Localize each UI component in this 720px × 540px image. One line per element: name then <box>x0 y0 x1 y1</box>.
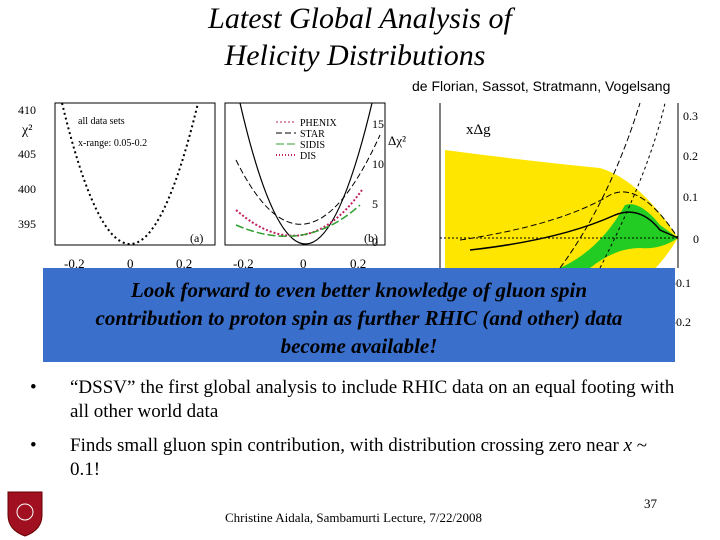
callout: Look forward to even better knowledge of… <box>43 276 675 360</box>
tick: 10 <box>372 157 384 171</box>
page-number: 37 <box>644 496 657 511</box>
tick: 0.2 <box>683 149 698 163</box>
curve <box>599 102 666 269</box>
tick: 15 <box>372 117 384 131</box>
axis-label: χ² <box>21 123 32 138</box>
tick: 400 <box>18 182 36 196</box>
frame <box>224 102 386 246</box>
callout-box <box>43 268 675 362</box>
callout-line: contribution to proton spin as further R… <box>95 306 623 330</box>
tick: 405 <box>18 147 36 161</box>
tick: 0 <box>300 256 307 271</box>
bullet: • “DSSV” the first global analysis to inc… <box>30 377 675 422</box>
legend: PHENIX <box>300 118 337 129</box>
tick: 0.2 <box>350 256 366 271</box>
curve <box>61 102 199 245</box>
tick: 0 <box>127 256 134 271</box>
curve <box>235 134 381 225</box>
title: Latest Global Analysis of Helicity Distri… <box>0 0 720 74</box>
band <box>445 150 678 292</box>
tag: (b) <box>364 231 378 245</box>
bullet-text: ~ 0.1! <box>70 435 648 480</box>
tick: 0 <box>372 235 378 249</box>
bullet-text: “DSSV” the first global analysis to incl… <box>70 377 675 422</box>
logo <box>7 491 43 537</box>
axis-label: xΔg <box>466 122 491 138</box>
curve <box>239 102 373 245</box>
frame <box>54 102 216 246</box>
note: all data sets <box>78 116 125 127</box>
bullets: • “DSSV” the first global analysis to inc… <box>30 376 680 482</box>
tick: 0.2 <box>176 256 192 271</box>
curve <box>469 211 679 251</box>
tick: 0.3 <box>683 109 698 123</box>
title-line: Helicity Distributions <box>224 39 486 72</box>
callout-line: become available! <box>280 334 438 358</box>
bullet-text: x <box>623 435 633 456</box>
band <box>560 204 678 268</box>
curve <box>559 102 641 269</box>
curve <box>459 191 679 241</box>
tick: 410 <box>18 103 36 117</box>
tick: 395 <box>18 217 36 231</box>
title-line: Latest Global Analysis of <box>208 2 512 35</box>
tick: -0.1 <box>672 276 691 290</box>
legend: DIS <box>300 151 316 162</box>
axis-label: Δχ² <box>388 133 406 148</box>
tick: 5 <box>372 197 378 211</box>
bullet: • Finds small gluon spin contribution, wi… <box>30 435 648 480</box>
authors: de Florian, Sassot, Stratmann, Vogelsang <box>412 78 671 94</box>
tick: 0.1 <box>683 190 698 204</box>
logo-mark <box>16 503 34 521</box>
callout-line: Look forward to even better knowledge of… <box>130 278 588 302</box>
tag: (a) <box>190 231 203 245</box>
legend: STAR <box>300 129 325 140</box>
curve <box>235 204 361 237</box>
curve <box>235 189 363 237</box>
bullet-text: Finds small gluon spin contribution, wit… <box>70 435 624 456</box>
footer: Christine Aidala, Sambamurti Lecture, 7/… <box>225 510 483 525</box>
note: x-range: 0.05-0.2 <box>78 138 147 149</box>
tick: 0 <box>693 232 699 246</box>
legend: SIDIS <box>300 140 325 151</box>
tick: -0.2 <box>233 256 254 271</box>
tick: -0.2 <box>64 256 85 271</box>
tick: -0.2 <box>672 315 691 329</box>
